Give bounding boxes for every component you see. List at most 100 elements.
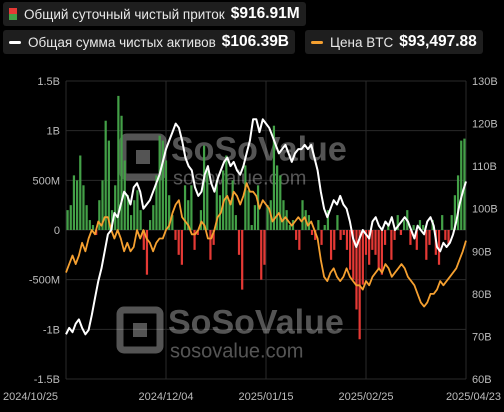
net-inflow-bar <box>183 185 187 230</box>
net-inflow-bar <box>345 230 349 250</box>
net-inflow-bar <box>352 230 355 280</box>
net-inflow-bar <box>142 230 145 250</box>
sosovalue-logo-icon <box>116 306 164 354</box>
total-net-assets-line <box>65 118 467 336</box>
chart-axes: -1.5B -1B -500M 0 500M 1B 1.5B 60B 70B 80B 90B 100B… <box>3 76 501 403</box>
y-left-tick-label: 1.5B <box>37 76 60 88</box>
net-inflow-bar <box>241 230 244 290</box>
y-left-tick-label: 1B <box>47 126 60 138</box>
net-inflow-bar <box>145 230 149 275</box>
legend-total-net-assets[interactable]: Общая сумма чистых активов $106.39B <box>3 30 296 54</box>
net-inflow-bar <box>129 215 133 230</box>
net-inflow-bar <box>244 165 247 230</box>
net-inflow-bar <box>164 160 168 230</box>
legend-btc-label: Цена BTC <box>330 34 394 50</box>
net-inflow-bar <box>320 230 323 245</box>
y-right-tick-label: 100B <box>472 204 498 216</box>
net-inflow-bar <box>263 230 266 265</box>
net-inflow-bar <box>256 185 260 230</box>
legend-assets-label: Общая сумма чистых активов <box>28 34 216 50</box>
watermark-brand: SoSoValue <box>168 303 344 341</box>
net-inflow-bar <box>250 225 253 230</box>
legend-flow-label: Общий суточный чистый приток <box>24 6 225 22</box>
legend-btc-price[interactable]: Цена BTC $93,497.88 <box>305 30 483 54</box>
net-inflow-bar <box>126 195 130 230</box>
net-inflow-bar <box>117 95 120 231</box>
net-inflow-bar <box>88 220 91 230</box>
net-inflow-bar <box>307 215 310 230</box>
net-inflow-bar <box>447 230 450 245</box>
net-inflow-bar <box>174 230 177 240</box>
net-inflow-bar <box>453 195 456 230</box>
net-inflow-bar <box>69 205 72 230</box>
net-inflow-bar <box>66 210 69 230</box>
net-inflow-bar <box>266 205 269 230</box>
y-right-tick-label: 130B <box>472 76 498 88</box>
flow-swatch-icon <box>9 8 17 20</box>
net-inflow-bar <box>371 230 374 250</box>
x-tick-label: 2025/01/15 <box>238 391 293 403</box>
watermark-brand: SoSoValue <box>171 130 347 168</box>
net-inflow-bar <box>377 230 380 270</box>
net-inflow-bar <box>85 205 88 230</box>
net-inflow-bar <box>260 230 263 280</box>
net-inflow-bar <box>390 230 393 260</box>
net-inflow-bar <box>409 230 412 245</box>
net-inflow-bar <box>396 215 399 230</box>
net-inflow-bar <box>91 225 95 230</box>
net-inflow-bar <box>387 225 390 230</box>
net-inflow-bar <box>72 175 76 230</box>
net-inflow-bar <box>107 140 110 230</box>
legend-flow-value: $916.91M <box>230 5 300 22</box>
net-inflow-bar <box>199 210 203 230</box>
net-inflow-bar <box>399 230 403 235</box>
net-inflow-bar <box>460 140 463 230</box>
net-inflow-bar <box>444 230 447 240</box>
net-inflow-bar <box>329 230 333 260</box>
y-right-tick-label: 90B <box>472 246 492 258</box>
net-inflow-bar <box>76 180 79 230</box>
net-inflow-bar <box>180 230 183 265</box>
net-inflow-bar <box>101 180 104 230</box>
y-right-tick-label: 80B <box>472 289 492 301</box>
net-inflow-bar <box>123 160 126 230</box>
net-inflow-bar <box>215 180 218 230</box>
net-inflow-bar <box>333 230 336 250</box>
net-inflow-bar <box>152 205 155 230</box>
net-inflow-bar <box>202 145 206 230</box>
net-inflow-bar <box>155 175 158 230</box>
net-inflow-bar <box>110 210 114 230</box>
net-inflow-bar <box>276 165 279 230</box>
net-inflow-bar <box>425 230 428 260</box>
x-tick-label: 2024/10/25 <box>3 391 58 403</box>
net-inflow-bar <box>349 230 352 270</box>
net-inflow-bar <box>177 230 180 255</box>
x-tick-label: 2025/04/23 <box>446 391 501 403</box>
net-inflow-bar <box>422 225 425 230</box>
net-inflow-bar <box>253 205 256 230</box>
net-inflow-bar <box>136 190 139 230</box>
net-inflow-bar <box>190 185 193 230</box>
net-inflow-bar <box>206 170 209 230</box>
net-inflow-bar <box>441 215 444 230</box>
net-inflow-bar <box>187 200 190 230</box>
net-inflow-bar <box>393 230 396 240</box>
net-inflow-bar <box>272 125 276 230</box>
net-inflow-bar <box>368 230 371 265</box>
net-inflow-bar <box>225 155 228 230</box>
y-left-tick-label: -1B <box>43 324 60 336</box>
legend-daily-net-inflow[interactable]: Общий суточный чистый приток $916.91M <box>3 2 306 26</box>
net-inflow-bar <box>234 215 237 230</box>
sosovalue-logo-icon <box>119 133 167 181</box>
net-inflow-bar <box>456 175 460 230</box>
net-inflow-bar <box>282 200 285 230</box>
net-inflow-bar <box>361 230 364 285</box>
y-right-tick-label: 110B <box>472 161 497 173</box>
net-inflow-bar <box>114 185 117 230</box>
net-inflow-bar <box>139 210 142 230</box>
y-left-tick-label: 0 <box>54 225 60 237</box>
watermark-url: sosovalue.com <box>170 340 303 362</box>
net-inflow-bar <box>231 180 234 230</box>
net-inflow-bar <box>149 220 152 230</box>
